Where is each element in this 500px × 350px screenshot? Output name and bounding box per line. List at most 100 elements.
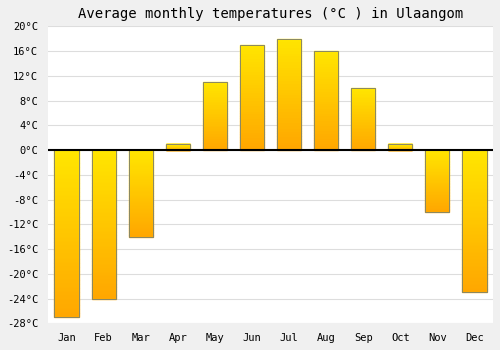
Bar [240,50,264,53]
Bar [277,64,301,66]
Bar [351,121,376,122]
Bar [314,71,338,73]
Bar [426,176,450,178]
Bar [277,83,301,86]
Bar [203,96,227,97]
Bar [462,150,486,154]
Bar [314,73,338,76]
Bar [54,304,78,309]
Bar [203,87,227,89]
Bar [314,103,338,105]
Bar [314,100,338,103]
Bar [426,195,450,196]
Bar [426,204,450,206]
Bar [462,193,486,196]
Bar [203,82,227,150]
Bar [128,189,152,191]
Bar [203,101,227,103]
Bar [462,203,486,207]
Bar [351,108,376,110]
Bar [54,246,78,250]
Bar [426,193,450,195]
Bar [314,116,338,118]
Bar [54,238,78,242]
Bar [462,282,486,285]
Bar [203,109,227,111]
Bar [240,48,264,50]
Bar [128,176,152,178]
Bar [314,96,338,98]
Bar [54,217,78,221]
Bar [240,137,264,140]
Bar [351,105,376,107]
Bar [277,100,301,103]
Bar [128,198,152,200]
Bar [54,254,78,259]
Bar [128,215,152,217]
Bar [203,131,227,133]
Bar [128,202,152,204]
Bar [92,198,116,202]
Bar [314,76,338,78]
Bar [128,193,152,196]
Bar [54,163,78,167]
Bar [314,111,338,113]
Bar [277,38,301,150]
Bar [54,242,78,246]
Bar [240,95,264,97]
Bar [240,69,264,71]
Bar [92,273,116,276]
Bar [351,147,376,148]
Bar [426,153,450,155]
Bar [351,136,376,138]
Bar [54,179,78,183]
Bar [426,184,450,186]
Bar [128,211,152,213]
Bar [203,85,227,87]
Bar [203,91,227,92]
Bar [92,191,116,195]
Bar [426,169,450,170]
Bar [92,239,116,243]
Bar [128,185,152,187]
Bar [92,195,116,198]
Bar [54,309,78,313]
Bar [240,84,264,87]
Bar [351,135,376,136]
Bar [277,125,301,128]
Bar [240,55,264,58]
Bar [426,155,450,156]
Bar [203,99,227,101]
Bar [92,183,116,187]
Bar [351,110,376,111]
Bar [92,276,116,280]
Bar [203,107,227,109]
Bar [351,145,376,147]
Bar [128,161,152,163]
Bar [54,192,78,196]
Bar [128,228,152,230]
Bar [128,196,152,198]
Bar [54,284,78,288]
Bar [92,176,116,180]
Bar [277,105,301,108]
Bar [54,225,78,229]
Bar [92,180,116,183]
Bar [277,47,301,50]
Bar [462,264,486,267]
Bar [128,230,152,232]
Bar [203,125,227,126]
Bar [426,152,450,153]
Bar [128,206,152,209]
Bar [351,102,376,104]
Bar [128,150,152,237]
Bar [92,187,116,191]
Bar [203,148,227,150]
Bar [128,154,152,156]
Bar [203,140,227,141]
Bar [351,107,376,108]
Title: Average monthly temperatures (°C ) in Ulaangom: Average monthly temperatures (°C ) in Ul… [78,7,463,21]
Bar [277,94,301,97]
Bar [54,296,78,300]
Bar [277,52,301,55]
